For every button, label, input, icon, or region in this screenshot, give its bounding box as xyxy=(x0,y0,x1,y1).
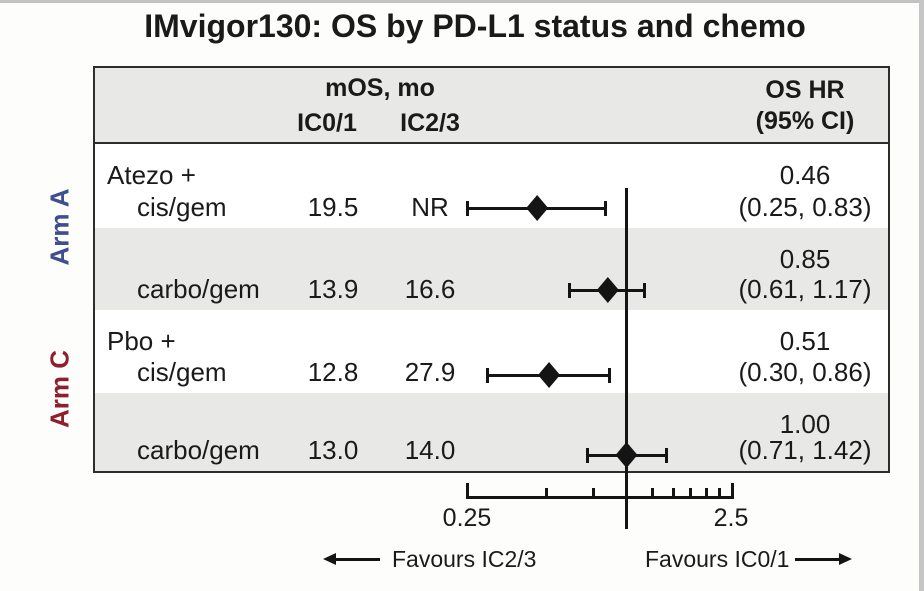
hr-diamond xyxy=(596,277,619,303)
table-row: carbo/gem 13.0 14.0 1.00 (0.71, 1.42) xyxy=(95,393,888,471)
mos-ic01-value: 13.9 xyxy=(307,274,359,304)
favours-left-group: Favours IC2/3 xyxy=(323,546,537,573)
favours-left-label: Favours IC2/3 xyxy=(392,546,537,572)
regimen-label: carbo/gem xyxy=(137,274,260,304)
mos-ic01-value: 13.0 xyxy=(307,435,359,465)
x-axis-tick xyxy=(689,488,693,496)
table-row: carbo/gem 13.9 16.6 0.85 (0.61, 1.17) xyxy=(95,228,888,310)
favours-right-group: Favours IC0/1 xyxy=(645,546,853,573)
regimen-label: cis/gem xyxy=(137,357,227,387)
mos-ic23-value: 27.9 xyxy=(404,357,456,387)
ci-cap-right xyxy=(607,367,611,383)
reference-line-hr1 xyxy=(625,188,629,529)
x-axis-tick xyxy=(650,488,654,496)
hr-value: 0.46 xyxy=(779,160,831,190)
group-label: Atezo + xyxy=(107,160,196,190)
hr-value: 1.00 xyxy=(779,409,831,439)
table-header-row: mOS, mo IC0/1 IC2/3 OS HR (95% CI) xyxy=(95,68,888,144)
right-arrow-icon xyxy=(795,553,853,565)
ci-cap-left xyxy=(465,200,469,216)
left-arrow-icon xyxy=(323,553,380,565)
x-axis-tick xyxy=(545,488,549,496)
forest-table: mOS, mo IC0/1 IC2/3 OS HR (95% CI) Atezo… xyxy=(93,66,890,473)
mos-ic01-value: 19.5 xyxy=(307,192,359,222)
ci-cap-right xyxy=(603,200,607,216)
ci-cap-left xyxy=(568,282,572,298)
ci-value: (0.30, 0.86) xyxy=(738,357,872,387)
x-axis-max-label: 2.5 xyxy=(713,504,749,532)
x-axis-tick xyxy=(625,488,629,496)
header-ic01: IC0/1 xyxy=(297,109,357,137)
x-axis-tick xyxy=(730,483,734,496)
ci-cap-right xyxy=(643,282,647,298)
top-edge-strip xyxy=(0,0,924,3)
ci-cap-left xyxy=(486,367,490,383)
right-edge-strip xyxy=(919,0,924,591)
hr-value: 0.51 xyxy=(779,326,831,356)
ci-value: (0.71, 1.42) xyxy=(738,435,872,465)
ci-cap-left xyxy=(585,447,589,463)
x-axis-tick xyxy=(671,488,675,496)
favours-right-label: Favours IC0/1 xyxy=(645,546,790,572)
hr-value: 0.85 xyxy=(779,244,831,274)
ci-cap-right xyxy=(665,447,669,463)
header-ic23: IC2/3 xyxy=(400,109,460,137)
x-axis-tick xyxy=(704,488,708,496)
mos-ic23-value: 14.0 xyxy=(404,435,456,465)
hr-diamond xyxy=(526,195,549,221)
mos-ic23-value: NR xyxy=(411,192,449,222)
x-axis-line xyxy=(465,496,734,499)
table-row: Pbo + cis/gem 12.8 27.9 0.51 (0.30, 0.86… xyxy=(95,310,888,393)
page-title: IMvigor130: OS by PD-L1 status and chemo xyxy=(144,8,806,44)
table-row: Atezo + cis/gem 19.5 NR 0.46 (0.25, 0.83… xyxy=(95,144,888,228)
header-mos-group: mOS, mo xyxy=(325,74,435,102)
regimen-label: cis/gem xyxy=(137,192,227,222)
x-axis-tick xyxy=(465,483,469,496)
group-label: Pbo + xyxy=(107,326,176,356)
x-axis-tick xyxy=(591,488,595,496)
ci-value: (0.61, 1.17) xyxy=(738,274,872,304)
ci-value: (0.25, 0.83) xyxy=(738,192,872,222)
header-95ci: (95% CI) xyxy=(755,107,855,135)
mos-ic23-value: 16.6 xyxy=(404,274,456,304)
x-axis-tick xyxy=(718,488,722,496)
header-os-hr: OS HR xyxy=(765,76,845,104)
regimen-label: carbo/gem xyxy=(137,435,260,465)
hr-diamond xyxy=(538,362,561,388)
mos-ic01-value: 12.8 xyxy=(307,357,359,387)
x-axis-min-label: 0.25 xyxy=(442,504,492,532)
